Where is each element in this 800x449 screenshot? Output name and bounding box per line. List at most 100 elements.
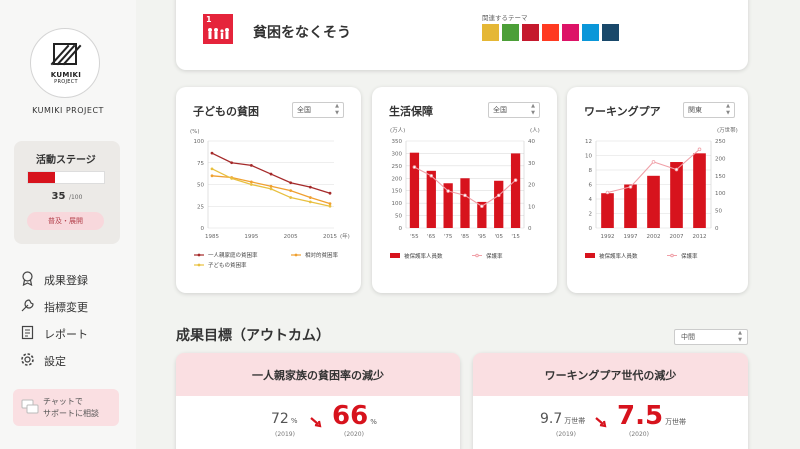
stage-button[interactable]: 普及・展開 [27,212,104,230]
stage-score: 35 [51,191,66,202]
panel-title: 子どもの貧困 [193,105,259,118]
x-tick-label: 2002 [647,234,661,240]
y2-tick-label: 10 [528,204,535,210]
bar [477,201,487,228]
sdg-1-icon: 1 [203,14,233,44]
data-point [289,189,293,192]
select-arrows-icon: ▲ ▼ [738,330,742,343]
data-point [269,184,273,188]
bar [460,178,470,228]
x-tick-label: 2012 [693,234,707,240]
working-poor-chart: (万世帯) 0 2 4 6 8 10 12 0 50 100 150 200 250 1992 1997 200… [585,126,738,260]
gear-icon [21,353,34,366]
data-point [412,165,417,169]
sdg-17-icon[interactable] [602,24,619,41]
before-unit: 万世帯 [564,417,586,425]
chat-label: チャットで サポートに相談 [43,396,99,420]
bar [426,170,436,228]
select-arrows-icon: ▲ ▼ [335,103,339,116]
data-point [249,183,253,186]
legend-label: 被保護率人員数 [599,252,638,260]
y-tick-label: 2 [589,212,593,218]
data-point [210,151,214,155]
data-point [289,196,293,199]
legend-marker [197,253,201,257]
legend-marker [475,253,479,258]
x-axis-label: (年) [340,232,350,240]
project-name: KUMIKI PROJECT [32,106,104,115]
after-value: 7.5 万世帯 [617,401,686,431]
y2-tick-label: 100 [715,191,726,197]
bar [443,183,453,228]
decrease-arrow-icon [310,417,322,428]
before-number: 72 [271,411,289,427]
sdg-3-icon[interactable] [502,24,519,41]
x-tick-label: '05 [494,234,503,240]
bar [601,193,614,228]
sdg-5-icon[interactable] [542,24,559,41]
data-point [674,167,679,172]
menu-label: 成果登録 [44,274,88,287]
data-point [496,193,501,198]
data-point [628,185,633,189]
legend-label: 被保護率人員数 [404,252,443,260]
outcome-card: ワーキングプア世代の減少 9.7 万世帯 (2019) 7.5 万世帯 (2020) [473,353,748,449]
x-tick-label: '65 [427,234,436,240]
related-themes-label: 関連するテーマ [482,14,528,22]
menu-label: 指標変更 [44,301,88,314]
sdg-1-number: 1 [206,15,212,24]
x-tick-label: 1997 [624,234,638,240]
legend-label: 保護率 [681,252,698,260]
region-select[interactable]: 全国 ▲ ▼ [292,102,344,118]
data-point [308,200,312,204]
y-tick-label: 0 [201,226,205,232]
wrench-icon [21,299,34,312]
select-value: 全国 [297,106,311,114]
y-tick-label: 50 [395,214,402,220]
outcomes-title: 成果目標（アウトカム） [176,328,330,344]
after-year: (2020) [629,431,649,438]
after-year: (2020) [344,431,364,438]
before-value: 72% [271,411,297,427]
sdg-4-icon[interactable] [522,24,539,41]
report-icon [21,325,34,340]
y2-axis-label: (人) [530,127,540,134]
sdg-2-icon[interactable] [482,24,499,41]
chat-icon [21,399,39,414]
decrease-arrow-icon [595,417,607,428]
select-arrows-icon: ▲ ▼ [726,103,730,116]
data-point [463,193,467,198]
stage-progress-bar [27,171,105,184]
period-select[interactable]: 中間 ▲ ▼ [674,329,748,345]
panel-title: 生活保障 [389,105,433,118]
select-value: 全国 [493,106,507,114]
legend-label: 子どもの貧困率 [208,261,247,269]
data-point [328,202,332,206]
sdg-10-icon[interactable] [562,24,579,41]
y2-tick-label: 20 [528,183,535,189]
region-select[interactable]: 関東 ▲ ▼ [683,102,735,118]
region-select[interactable]: 全国 ▲ ▼ [488,102,540,118]
logo[interactable]: KUMIKI PROJECT [30,28,100,98]
y-tick-label: 0 [589,226,593,232]
outcome-title: 一人親家族の貧困率の減少 [252,369,384,382]
data-point [328,191,332,195]
stage-value: 35 /100 [14,191,120,202]
logo-text: KUMIKI [50,71,82,79]
y2-tick-label: 200 [715,156,726,162]
y2-tick-label: 150 [715,174,726,180]
outcome-card: 一人親家族の貧困率の減少 72% (2019) 66% (2020) [176,353,460,449]
welfare-chart: (万人) (人) 0 50 100 150 200 250 300 350 0 10 20 30 40 '55… [390,127,540,260]
panel-welfare: 生活保障 全国 ▲ ▼ (万人) (人) 0 50 100 150 200 250 300 350 0 1… [372,87,557,293]
bar [647,175,660,228]
after-unit: 万世帯 [665,418,687,426]
outcome-header: ワーキングプア世代の減少 [473,353,748,396]
y2-tick-label: 40 [528,139,535,145]
data-point [210,167,214,171]
bar [693,153,706,228]
sdg-14-icon[interactable] [582,24,599,41]
chat-support-button[interactable]: チャットで サポートに相談 [13,389,119,426]
y2-tick-label: 0 [528,226,532,232]
y-tick-label: 10 [585,154,592,160]
data-point [269,172,273,176]
